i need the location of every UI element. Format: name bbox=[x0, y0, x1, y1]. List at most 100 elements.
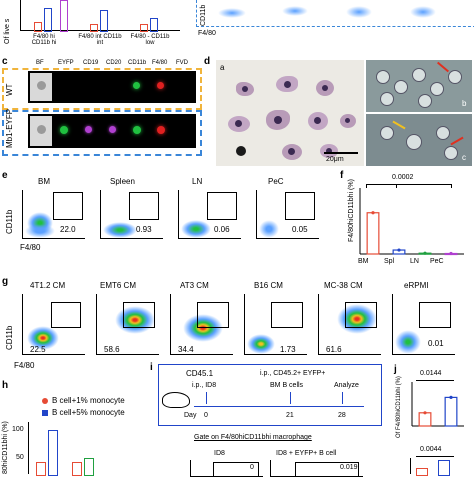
group-1-label: ID8 bbox=[214, 450, 225, 457]
col-cd19: CD19 bbox=[83, 60, 99, 66]
panel-f-pval: 0.0002 bbox=[392, 174, 414, 181]
col-cd11b: CD11b bbox=[128, 60, 147, 66]
e-title-spleen: Spleen bbox=[110, 177, 135, 186]
bar-blue-2 bbox=[100, 10, 108, 32]
panel-g: g CD11b F4/80 4T1.2 CM 22.5 EMT6 CM 58.6… bbox=[0, 276, 474, 372]
panel-h: h B cell+1% monocyte B cell+5% monocyte … bbox=[0, 378, 150, 476]
legend-label-2: B cell+5% monocyte bbox=[52, 408, 125, 417]
bar-blue-3 bbox=[150, 18, 158, 32]
top-right-xlabel: F4/80 bbox=[198, 30, 216, 37]
col-f480: F4/80 bbox=[152, 60, 168, 66]
g-value-3: 34.4 bbox=[178, 345, 194, 354]
step3-label: BM B cells bbox=[270, 382, 304, 389]
top-left-cat-1: F4/80 hi CD11b hi bbox=[31, 34, 57, 46]
day-21: 21 bbox=[286, 412, 294, 419]
panel-i-letter: i bbox=[150, 362, 153, 373]
legend-label-1: B cell+1% monocyte bbox=[52, 396, 125, 405]
arrow-yellow-c bbox=[392, 120, 406, 130]
arrow-1 bbox=[206, 392, 207, 404]
j-pval-1: 0.0144 bbox=[420, 370, 442, 377]
arrow-red-c bbox=[450, 136, 464, 146]
bar-point-2 bbox=[423, 251, 427, 255]
panel-e-xlabel: F4/80 bbox=[20, 243, 41, 252]
micro-c-label: c bbox=[462, 153, 466, 162]
e-value-pec: 0.05 bbox=[292, 225, 308, 234]
step2-label: i.p., CD45.2+ EYFP+ bbox=[260, 370, 326, 377]
panel-g-ylabel: CD11b bbox=[5, 325, 14, 350]
bar-red-3 bbox=[140, 24, 148, 32]
bar-red-2 bbox=[90, 24, 98, 32]
e-value-bm: 22.0 bbox=[60, 225, 76, 234]
micro-a-label: a bbox=[220, 63, 225, 72]
f-cat-ln: LN bbox=[410, 258, 419, 265]
top-right-ylabel: CD11b bbox=[200, 4, 207, 26]
panel-e: e CD11b F4/80 BM 22.0 Spleen 0.93 LN 0.0… bbox=[0, 170, 340, 254]
j2-bar-red bbox=[416, 468, 428, 476]
mouse-icon bbox=[162, 392, 190, 408]
panel-f: f F4/80hiCD11bhi (%) 0.0002 BM Spl LN Pe… bbox=[340, 170, 474, 274]
bar-blue-1 bbox=[44, 8, 52, 32]
g-value-4: 1.73 bbox=[280, 345, 296, 354]
arrow-3 bbox=[342, 392, 343, 404]
panel-j-ylabel: Of F4/80hiCD11bhi (%) bbox=[396, 376, 402, 438]
h-bar-blue-1 bbox=[48, 430, 58, 476]
panel-h-ylabel: 80hiCD11bhi (%) bbox=[2, 421, 9, 474]
top-left-panel: Of live s F4/80 hi CD11b hi F4/80 int CD… bbox=[0, 0, 200, 62]
bar-point-1 bbox=[449, 395, 453, 399]
bar-1 bbox=[444, 396, 458, 427]
g-plot-4 bbox=[244, 294, 307, 355]
arrow-red-b bbox=[436, 61, 450, 73]
g-title-3: AT3 CM bbox=[180, 281, 209, 290]
f-bar-chart bbox=[359, 188, 464, 256]
bar-red-1 bbox=[34, 22, 42, 32]
i-value-1: 0 bbox=[250, 464, 254, 471]
g-value-1: 22.5 bbox=[30, 345, 46, 354]
top-left-axis bbox=[20, 0, 21, 30]
g-title-6: eRPMI bbox=[404, 281, 429, 290]
bar-0 bbox=[366, 212, 380, 255]
panel-d: d a 20μm b c bbox=[202, 56, 474, 168]
h-bar-blue-2 bbox=[84, 458, 94, 476]
g-title-5: MC-38 CM bbox=[324, 281, 363, 290]
e-value-spleen: 0.93 bbox=[136, 225, 152, 234]
panel-c: c BF EYFP CD19 CD20 CD11b F4/80 FVD WT M… bbox=[0, 56, 204, 158]
e-plot-ln bbox=[178, 190, 241, 239]
g-plot-5 bbox=[318, 294, 381, 355]
panel-g-letter: g bbox=[2, 276, 9, 287]
g-value-5: 61.6 bbox=[326, 345, 342, 354]
panel-j-letter: j bbox=[394, 364, 397, 375]
e-title-ln: LN bbox=[192, 177, 203, 186]
bar-purple-1 bbox=[60, 0, 68, 32]
legend-dot-1 bbox=[42, 398, 48, 404]
mouse-label: CD45.1 bbox=[186, 369, 214, 378]
e-title-pec: PeC bbox=[268, 177, 284, 186]
wt-row-box bbox=[2, 68, 202, 110]
e-plot-spleen bbox=[100, 190, 163, 239]
micrograph-a: a 20μm bbox=[216, 60, 364, 166]
col-cd20: CD20 bbox=[106, 60, 122, 66]
f-cat-bm: BM bbox=[358, 258, 369, 265]
step1-label: i.p., ID8 bbox=[192, 382, 217, 389]
scale-bar bbox=[324, 152, 358, 154]
micrograph-c: c bbox=[366, 114, 472, 166]
scale-label: 20μm bbox=[326, 156, 344, 163]
bar-point-0 bbox=[371, 211, 375, 215]
mb1-row-box bbox=[2, 110, 202, 156]
panel-d-letter: d bbox=[204, 56, 211, 67]
e-value-ln: 0.06 bbox=[214, 225, 230, 234]
e-title-bm: BM bbox=[38, 177, 50, 186]
top-right-flow-strip: CD11b F4/80 bbox=[196, 0, 474, 54]
panel-c-letter: c bbox=[2, 56, 8, 67]
top-left-cat-3: F4/80 - CD11b low bbox=[130, 34, 170, 46]
row-mb1-label: Mb1-EYFP bbox=[5, 108, 14, 148]
wt-image-strip bbox=[28, 71, 196, 103]
gate-label: Gate on F4/80hiCD11bhi macrophage bbox=[194, 434, 312, 441]
panel-g-xlabel: F4/80 bbox=[14, 361, 35, 370]
g-plot-1 bbox=[22, 294, 85, 355]
g-title-1: 4T1.2 CM bbox=[30, 281, 66, 290]
i-value-2: 0.019 bbox=[340, 464, 358, 471]
h-tick-100: 100 bbox=[12, 426, 24, 433]
j-pval-2: 0.0044 bbox=[420, 446, 442, 453]
f-cat-spl: Spl bbox=[384, 258, 395, 265]
e-plot-bm bbox=[22, 190, 85, 239]
